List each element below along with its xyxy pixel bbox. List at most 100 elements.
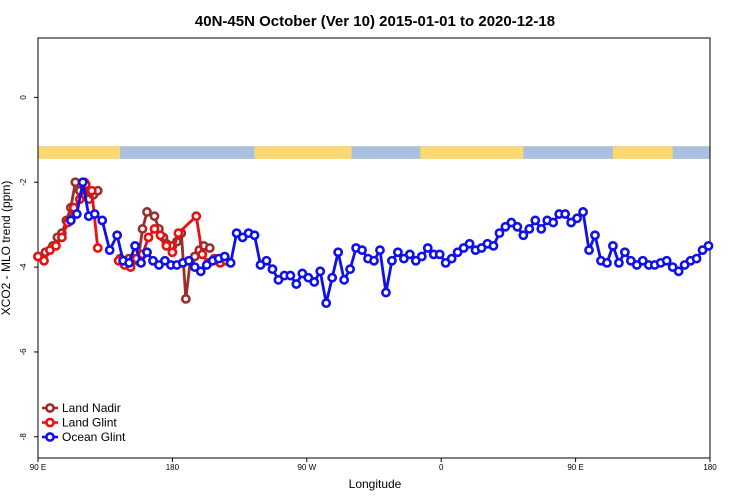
data-point xyxy=(488,240,499,251)
data-point xyxy=(285,270,296,281)
y-axis-ticks: 0 -2 -4 -6 -8 xyxy=(19,95,38,441)
data-point xyxy=(518,230,529,241)
data-point xyxy=(92,243,103,253)
data-point xyxy=(392,247,403,258)
data-point xyxy=(71,209,82,219)
data-point xyxy=(124,257,134,268)
x-axis-label: Longitude xyxy=(349,477,402,491)
data-point xyxy=(548,217,559,228)
data-point xyxy=(70,177,81,188)
data-point xyxy=(321,298,332,309)
legend-label: Ocean Glint xyxy=(62,430,126,444)
y-tick-label: 0 xyxy=(19,95,28,100)
data-point xyxy=(494,228,505,239)
x-tick-label: 180 xyxy=(703,463,717,472)
legend-swatch-marker xyxy=(45,432,55,442)
data-point xyxy=(167,247,178,258)
data-point xyxy=(416,251,427,262)
data-point xyxy=(608,240,618,251)
data-point xyxy=(381,287,391,298)
data-point xyxy=(434,249,445,260)
data-point xyxy=(530,215,541,226)
y-tick-label: -6 xyxy=(19,348,28,356)
data-point xyxy=(339,274,350,285)
data-point xyxy=(249,230,260,241)
data-point xyxy=(267,264,278,275)
y-tick-label: -4 xyxy=(19,263,28,271)
data-point xyxy=(614,257,624,268)
y-axis-label: XCO2 - MLO trend (ppm) xyxy=(0,181,13,316)
data-point xyxy=(446,253,457,264)
data-point xyxy=(183,255,194,266)
data-point xyxy=(149,211,160,222)
x-tick-label: 0 xyxy=(439,463,444,472)
data-point xyxy=(155,230,166,241)
land-ocean-strip xyxy=(38,146,710,159)
ocean-band xyxy=(38,146,710,159)
data-point xyxy=(703,240,714,251)
data-point xyxy=(197,249,208,260)
land-segment xyxy=(612,146,673,159)
data-point xyxy=(77,177,88,188)
data-point xyxy=(89,209,100,219)
data-point xyxy=(86,185,97,196)
data-point xyxy=(191,211,202,222)
data-point xyxy=(130,240,140,251)
data-point xyxy=(51,240,61,251)
data-point xyxy=(590,230,600,241)
data-point xyxy=(149,224,160,234)
x-axis-ticks: 90 E 180 90 W 0 90 E 180 xyxy=(30,458,717,472)
data-point xyxy=(357,245,367,256)
data-point xyxy=(464,238,475,249)
series-layer xyxy=(33,177,714,309)
data-point xyxy=(512,221,523,232)
data-point xyxy=(584,245,594,256)
data-point xyxy=(404,249,415,260)
data-point xyxy=(180,294,191,304)
data-point xyxy=(333,247,344,258)
legend-swatch-marker xyxy=(45,403,55,413)
data-point xyxy=(578,207,588,217)
chart-title: 40N-45N October (Ver 10) 2015-01-01 to 2… xyxy=(195,13,555,30)
x-tick-label: 90 W xyxy=(297,463,316,472)
data-point xyxy=(291,279,302,289)
data-point xyxy=(225,257,236,268)
data-point xyxy=(661,255,672,266)
legend-label: Land Glint xyxy=(62,416,117,430)
data-point xyxy=(422,243,433,253)
x-tick-label: 180 xyxy=(166,463,180,472)
data-point xyxy=(536,224,547,234)
data-point xyxy=(204,243,215,253)
data-point xyxy=(619,247,630,258)
data-point xyxy=(345,264,356,275)
data-point xyxy=(112,230,123,241)
data-point xyxy=(602,257,612,268)
data-point xyxy=(691,253,702,264)
data-point xyxy=(327,272,338,283)
data-point xyxy=(142,207,152,217)
data-point xyxy=(524,224,535,234)
data-point xyxy=(387,255,397,266)
land-segment xyxy=(38,146,121,159)
data-point xyxy=(136,257,146,268)
data-point xyxy=(195,266,206,277)
data-point xyxy=(173,228,184,239)
data-point xyxy=(315,266,326,277)
legend-swatch-marker xyxy=(45,417,55,428)
data-point xyxy=(219,251,230,262)
data-point xyxy=(560,209,571,219)
x-tick-label: 90 E xyxy=(567,463,583,472)
data-point xyxy=(572,213,582,224)
land-segment xyxy=(420,146,524,159)
data-point xyxy=(673,266,684,277)
data-point xyxy=(104,245,115,256)
data-point xyxy=(369,255,379,266)
data-point xyxy=(261,255,272,266)
data-point xyxy=(309,277,320,287)
data-point xyxy=(65,215,76,226)
data-point xyxy=(143,232,154,243)
y-tick-label: -8 xyxy=(19,433,28,441)
data-point xyxy=(97,215,108,226)
